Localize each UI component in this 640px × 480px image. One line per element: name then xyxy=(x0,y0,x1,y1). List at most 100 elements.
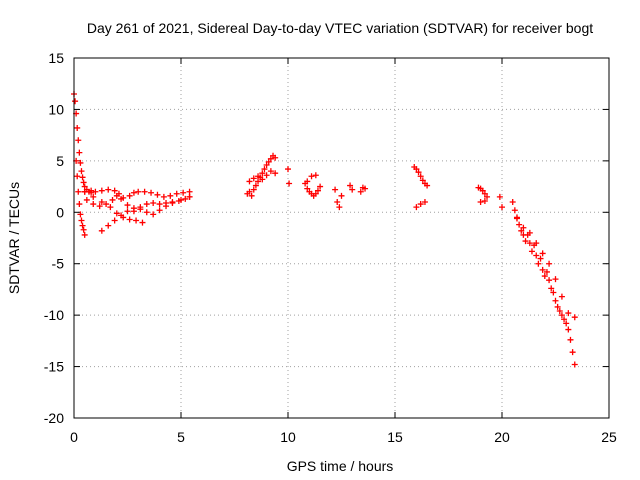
data-point xyxy=(81,231,88,238)
data-point xyxy=(484,193,491,200)
data-point xyxy=(332,186,339,193)
data-point xyxy=(518,227,525,234)
data-point xyxy=(571,314,578,321)
data-points xyxy=(71,91,578,368)
data-point xyxy=(261,166,268,173)
data-point xyxy=(539,266,546,273)
data-point xyxy=(148,189,155,196)
data-point xyxy=(118,212,125,219)
data-point xyxy=(263,172,270,179)
data-point xyxy=(255,173,262,180)
data-point xyxy=(154,191,161,198)
data-point xyxy=(90,201,97,208)
data-point xyxy=(72,98,79,105)
data-point xyxy=(163,203,170,210)
data-point xyxy=(107,204,114,211)
data-point xyxy=(481,197,488,204)
series-4 xyxy=(81,188,146,226)
data-point xyxy=(246,188,253,195)
data-point xyxy=(336,204,343,211)
data-point xyxy=(77,211,84,218)
data-point xyxy=(126,192,133,199)
data-point xyxy=(304,178,311,185)
data-point xyxy=(139,219,146,226)
data-point xyxy=(543,268,550,275)
data-point xyxy=(413,204,420,211)
data-point xyxy=(499,204,505,211)
x-tick-label: 15 xyxy=(387,429,403,445)
data-point xyxy=(419,177,426,184)
x-tick-label: 5 xyxy=(177,429,185,445)
data-point xyxy=(509,199,516,205)
series-5 xyxy=(98,193,193,234)
data-point xyxy=(77,159,84,166)
data-point xyxy=(180,189,187,196)
data-point xyxy=(81,183,88,190)
data-point xyxy=(556,308,563,315)
data-point xyxy=(90,193,97,200)
y-tick-label: 5 xyxy=(56,153,64,169)
data-point xyxy=(76,201,83,208)
data-point xyxy=(565,326,572,333)
data-point xyxy=(285,166,291,173)
data-point xyxy=(481,190,488,197)
data-point xyxy=(565,310,572,317)
data-point xyxy=(143,201,150,208)
data-point xyxy=(347,182,354,189)
data-point xyxy=(160,193,167,200)
data-point xyxy=(248,192,255,199)
tick-labels: 0 5 10 15 20 25 -20 -15 -10 -5 0 5 10 15 xyxy=(44,50,617,445)
data-point xyxy=(78,168,85,175)
data-point xyxy=(150,200,157,207)
data-point xyxy=(558,293,565,300)
data-point xyxy=(182,195,189,202)
data-point xyxy=(528,248,535,255)
data-point xyxy=(111,217,118,224)
data-point xyxy=(308,173,315,180)
data-point xyxy=(522,238,529,245)
data-point xyxy=(169,200,176,207)
y-axis-label: SDTVAR / TECUs xyxy=(6,182,22,294)
data-point xyxy=(96,203,103,210)
data-point xyxy=(105,222,112,229)
data-point xyxy=(250,186,257,193)
data-point xyxy=(267,155,274,162)
data-point xyxy=(535,260,542,267)
series-12 xyxy=(496,193,505,211)
data-point xyxy=(133,217,140,224)
series-9 xyxy=(332,182,369,211)
data-point xyxy=(109,196,116,203)
data-point xyxy=(539,250,546,257)
data-point xyxy=(272,154,279,161)
data-point xyxy=(546,277,553,284)
data-point xyxy=(126,216,133,223)
data-point xyxy=(362,185,369,192)
data-point xyxy=(186,193,193,200)
data-point xyxy=(75,137,82,144)
data-point xyxy=(312,190,319,197)
data-point xyxy=(421,199,428,205)
series-6 xyxy=(244,152,279,199)
data-point xyxy=(550,289,557,296)
data-point xyxy=(317,183,324,190)
data-point xyxy=(178,196,184,203)
y-tick-label: -15 xyxy=(44,359,64,375)
data-point xyxy=(135,188,142,195)
series-14 xyxy=(513,214,578,321)
series-8 xyxy=(302,172,324,199)
data-point xyxy=(349,186,356,193)
data-point xyxy=(537,255,544,262)
data-point xyxy=(103,201,110,208)
data-point xyxy=(516,221,523,228)
data-point xyxy=(130,189,137,196)
data-point xyxy=(74,124,81,131)
data-point xyxy=(250,175,257,182)
data-point xyxy=(561,316,568,323)
series-1 xyxy=(73,157,88,238)
data-point xyxy=(79,174,86,181)
data-point xyxy=(98,199,105,205)
data-point xyxy=(415,169,422,176)
plot-frame xyxy=(73,57,610,419)
